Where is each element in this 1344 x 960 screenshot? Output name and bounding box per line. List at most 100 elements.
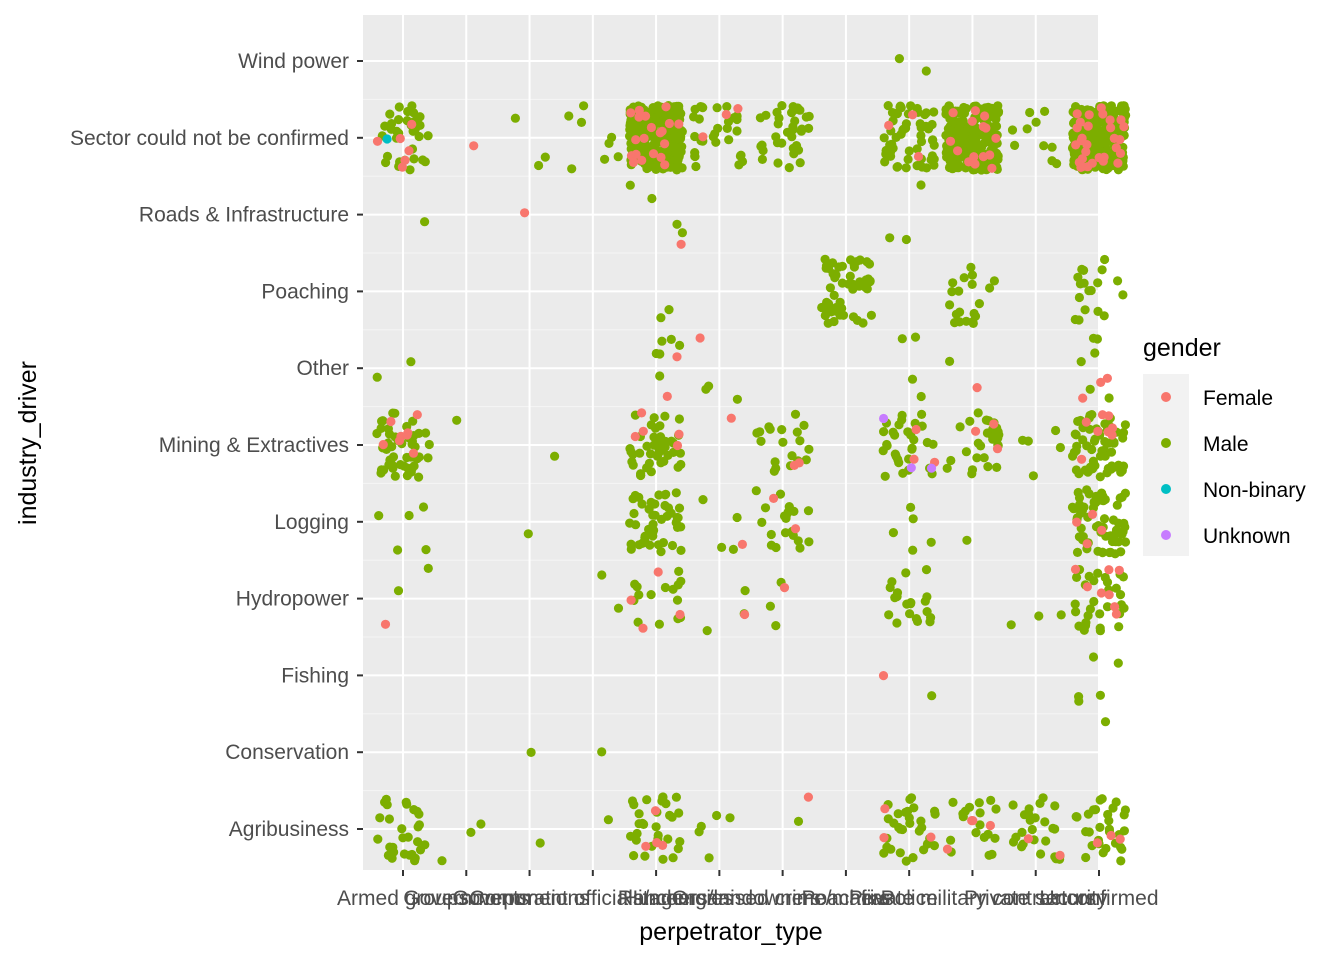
data-point	[673, 462, 683, 472]
data-point	[1115, 834, 1125, 844]
data-point	[1096, 103, 1106, 113]
data-point	[510, 113, 520, 123]
data-point	[1095, 472, 1105, 482]
data-point	[1028, 471, 1038, 481]
data-point	[597, 747, 607, 757]
data-point	[728, 544, 739, 555]
data-point	[908, 853, 918, 863]
data-point	[712, 103, 722, 113]
data-point	[378, 440, 388, 450]
data-point	[901, 163, 911, 173]
data-point	[631, 149, 641, 159]
y-tick-label: Logging	[274, 511, 349, 534]
data-point	[955, 107, 965, 117]
data-point	[971, 135, 981, 145]
data-point	[1080, 305, 1090, 315]
data-point	[799, 420, 809, 430]
data-point	[1119, 810, 1129, 820]
data-point	[675, 609, 685, 620]
data-point	[845, 271, 855, 281]
data-point	[968, 317, 978, 327]
data-point	[635, 448, 645, 458]
data-point	[892, 618, 902, 628]
data-point	[992, 462, 1002, 472]
data-point	[669, 142, 679, 152]
data-point	[387, 442, 397, 452]
y-tick-label: Other	[296, 357, 349, 380]
data-point	[852, 315, 863, 325]
data-point	[628, 157, 639, 167]
data-point	[674, 429, 684, 439]
data-point	[897, 334, 907, 344]
data-point	[704, 853, 714, 863]
data-point	[1097, 410, 1108, 420]
data-point	[958, 809, 968, 819]
data-point	[964, 802, 975, 812]
data-point	[954, 123, 964, 133]
data-point	[974, 299, 985, 309]
data-point	[393, 586, 404, 596]
data-point	[664, 118, 675, 129]
data-point	[1113, 658, 1123, 668]
data-point	[737, 156, 748, 167]
data-point	[771, 542, 781, 553]
data-point	[1103, 463, 1113, 474]
data-point	[372, 428, 382, 439]
data-point	[771, 621, 781, 631]
data-point	[732, 394, 743, 404]
data-point	[955, 317, 965, 327]
data-point	[656, 313, 666, 323]
data-point	[1095, 495, 1105, 505]
data-point	[948, 797, 958, 808]
data-point	[675, 340, 685, 350]
data-point	[404, 510, 414, 521]
data-point	[390, 471, 400, 481]
data-point	[423, 453, 433, 463]
data-point	[671, 792, 682, 802]
x-tick-label: Armed groups	[337, 887, 469, 910]
data-point	[780, 528, 791, 538]
data-point	[1115, 104, 1125, 114]
data-point	[1055, 442, 1065, 453]
data-point	[421, 428, 431, 438]
data-point	[983, 462, 993, 472]
data-point	[781, 511, 791, 521]
data-point	[973, 408, 983, 418]
data-point	[774, 113, 784, 123]
data-point	[677, 228, 688, 238]
legend-title: gender	[1143, 334, 1221, 362]
data-point	[1111, 525, 1122, 535]
data-point	[534, 160, 544, 171]
data-point	[1082, 582, 1092, 592]
data-point	[660, 582, 671, 593]
data-point	[1088, 652, 1099, 662]
data-point	[647, 193, 657, 204]
data-point	[821, 263, 831, 273]
data-point	[466, 827, 476, 838]
data-point	[796, 126, 807, 136]
data-point	[985, 283, 995, 293]
data-point	[408, 448, 419, 458]
data-point	[721, 109, 731, 120]
data-point	[540, 152, 550, 162]
data-point	[378, 416, 388, 426]
data-point	[879, 413, 889, 424]
data-point	[976, 165, 987, 175]
data-point	[597, 570, 607, 580]
data-point	[866, 310, 877, 320]
data-point	[423, 131, 433, 141]
data-point	[942, 463, 952, 473]
data-point	[372, 372, 382, 382]
data-point	[402, 799, 412, 809]
data-point	[1095, 690, 1105, 700]
data-point	[407, 101, 417, 111]
data-point	[1088, 333, 1099, 343]
data-point	[663, 834, 673, 844]
data-point	[1078, 532, 1088, 542]
data-point	[775, 489, 786, 499]
data-point	[628, 460, 638, 470]
y-tick-label: Conservation	[225, 741, 349, 764]
y-tick-label: Hydropower	[236, 588, 349, 611]
data-point	[957, 116, 967, 126]
data-point	[613, 603, 624, 613]
